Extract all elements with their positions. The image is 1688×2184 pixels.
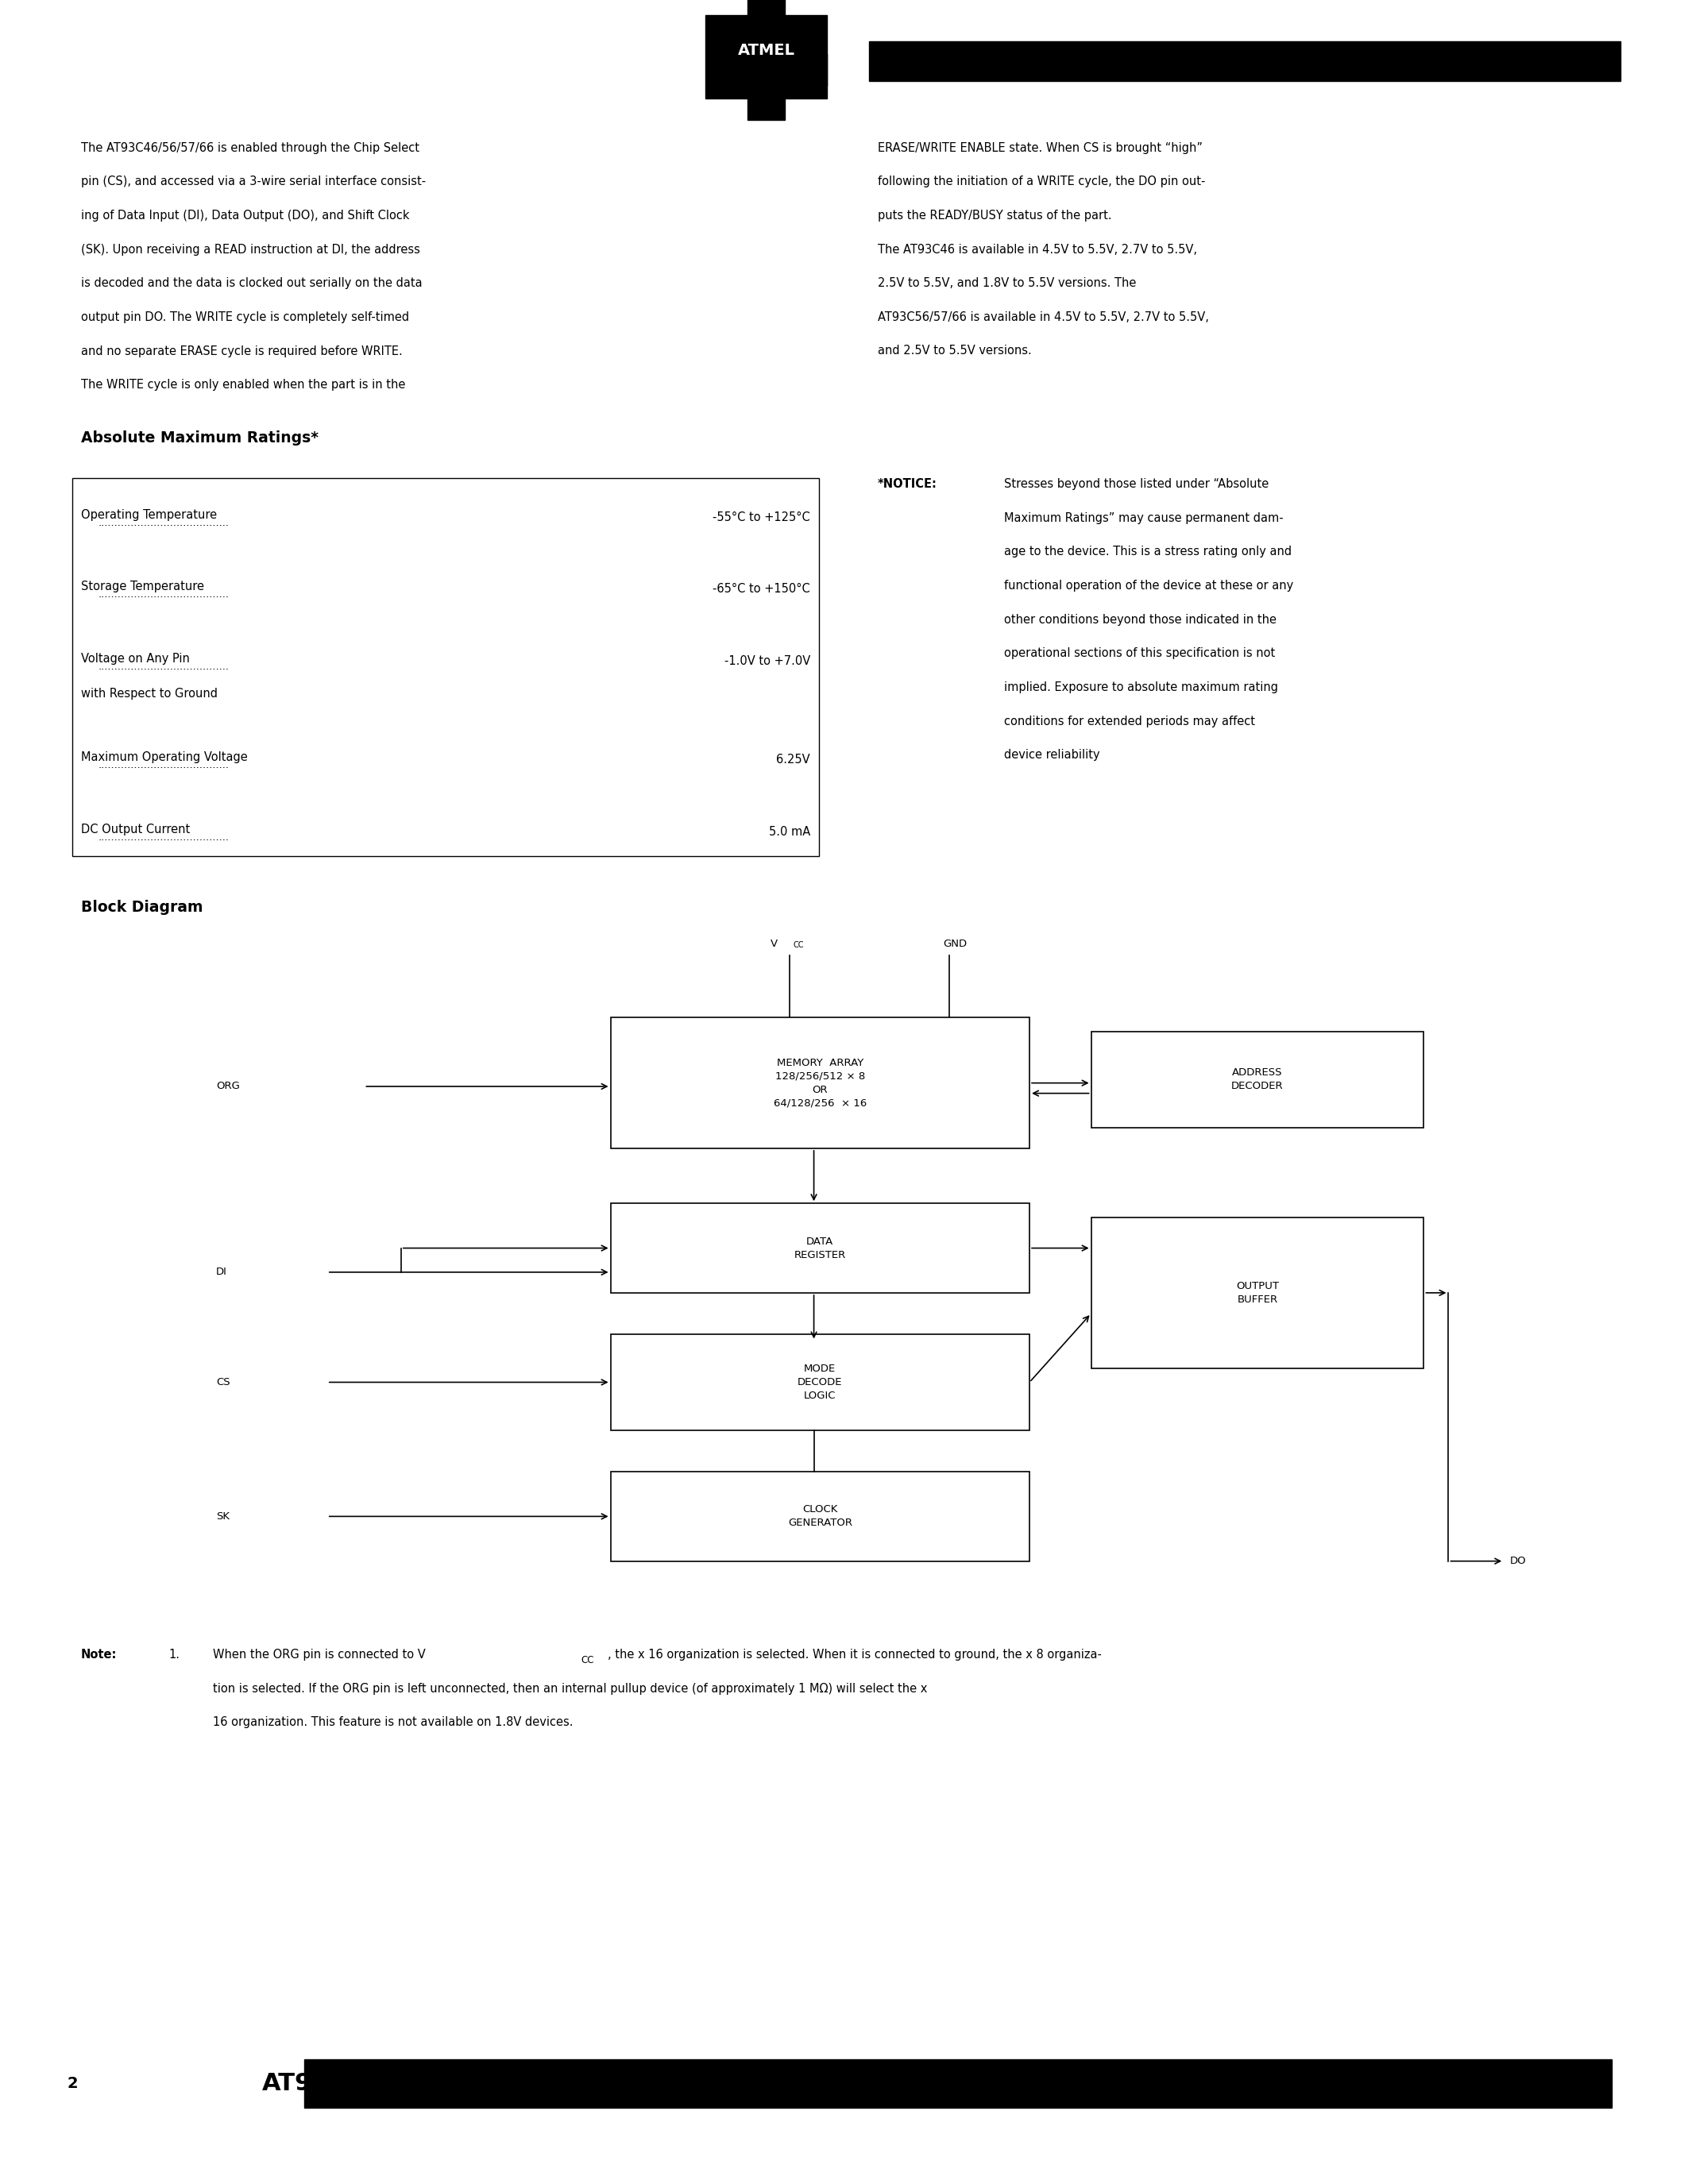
- Text: conditions for extended periods may affect: conditions for extended periods may affe…: [1004, 716, 1256, 727]
- Bar: [304, 2060, 1612, 2108]
- Text: ........................................: ........................................: [98, 832, 230, 843]
- Text: The AT93C46 is available in 4.5V to 5.5V, 2.7V to 5.5V,: The AT93C46 is available in 4.5V to 5.5V…: [878, 245, 1197, 256]
- Text: -55°C to +125°C: -55°C to +125°C: [712, 511, 810, 522]
- Text: AITMEL: AITMEL: [712, 57, 824, 83]
- Text: DATA
REGISTER: DATA REGISTER: [793, 1236, 846, 1260]
- Text: ADDRESS
DECODER: ADDRESS DECODER: [1232, 1068, 1283, 1092]
- Text: 16 organization. This feature is not available on 1.8V devices.: 16 organization. This feature is not ava…: [213, 1717, 572, 1728]
- Bar: [869, 41, 1620, 81]
- Text: 2: 2: [68, 2077, 78, 2090]
- Text: *NOTICE:: *NOTICE:: [878, 478, 937, 489]
- Text: AT93C56/57/66 is available in 4.5V to 5.5V, 2.7V to 5.5V,: AT93C56/57/66 is available in 4.5V to 5.…: [878, 312, 1209, 323]
- Bar: [611, 1203, 1030, 1293]
- Bar: [706, 15, 827, 98]
- Text: ATMEL: ATMEL: [738, 44, 795, 57]
- Text: functional operation of the device at these or any: functional operation of the device at th…: [1004, 579, 1293, 592]
- Text: -65°C to +150°C: -65°C to +150°C: [712, 583, 810, 594]
- Text: 6.25V: 6.25V: [776, 753, 810, 764]
- Text: ........................................: ........................................: [98, 662, 230, 673]
- Text: Note:: Note:: [81, 1649, 116, 1660]
- Text: DO: DO: [1511, 1555, 1526, 1566]
- Text: CC: CC: [793, 941, 803, 948]
- Text: ERASE/WRITE ENABLE state. When CS is brought “high”: ERASE/WRITE ENABLE state. When CS is bro…: [878, 142, 1202, 153]
- Text: OUTPUT
BUFFER: OUTPUT BUFFER: [1236, 1280, 1280, 1304]
- Bar: [748, 98, 785, 120]
- Bar: [73, 478, 819, 856]
- Text: pin (CS), and accessed via a 3-wire serial interface consist-: pin (CS), and accessed via a 3-wire seri…: [81, 175, 425, 188]
- Text: following the initiation of a WRITE cycle, the DO pin out-: following the initiation of a WRITE cycl…: [878, 175, 1205, 188]
- Text: device reliability: device reliability: [1004, 749, 1101, 760]
- Text: Voltage on Any Pin: Voltage on Any Pin: [81, 653, 189, 664]
- Text: ORG: ORG: [216, 1081, 240, 1092]
- Text: When the ORG pin is connected to V: When the ORG pin is connected to V: [213, 1649, 425, 1660]
- Text: tion is selected. If the ORG pin is left unconnected, then an internal pullup de: tion is selected. If the ORG pin is left…: [213, 1682, 927, 1695]
- Bar: [748, 0, 785, 15]
- Text: and 2.5V to 5.5V versions.: and 2.5V to 5.5V versions.: [878, 345, 1031, 356]
- Text: GND: GND: [944, 939, 967, 948]
- Text: Operating Temperature: Operating Temperature: [81, 509, 218, 520]
- Text: Maximum Operating Voltage: Maximum Operating Voltage: [81, 751, 248, 762]
- Text: CC: CC: [581, 1655, 594, 1666]
- Text: DI: DI: [216, 1267, 228, 1278]
- Text: ........................................: ........................................: [98, 760, 230, 771]
- Text: ........................................: ........................................: [98, 518, 230, 529]
- Text: 5.0 mA: 5.0 mA: [768, 826, 810, 836]
- Text: other conditions beyond those indicated in the: other conditions beyond those indicated …: [1004, 614, 1276, 625]
- Text: CS: CS: [216, 1378, 230, 1387]
- Bar: [1090, 1031, 1423, 1127]
- Text: AT93C46/56/57/66: AT93C46/56/57/66: [262, 2073, 508, 2094]
- Text: ........................................: ........................................: [98, 590, 230, 601]
- Text: Stresses beyond those listed under “Absolute: Stresses beyond those listed under “Abso…: [1004, 478, 1269, 489]
- Text: Block Diagram: Block Diagram: [81, 900, 203, 915]
- Text: The AT93C46/56/57/66 is enabled through the Chip Select: The AT93C46/56/57/66 is enabled through …: [81, 142, 419, 153]
- Text: operational sections of this specification is not: operational sections of this specificati…: [1004, 649, 1276, 660]
- Bar: [611, 1018, 1030, 1149]
- Text: The WRITE cycle is only enabled when the part is in the: The WRITE cycle is only enabled when the…: [81, 380, 405, 391]
- Text: MEMORY  ARRAY
128/256/512 × 8
OR
64/128/256  × 16: MEMORY ARRAY 128/256/512 × 8 OR 64/128/2…: [773, 1057, 866, 1109]
- Text: (SK). Upon receiving a READ instruction at DI, the address: (SK). Upon receiving a READ instruction …: [81, 245, 420, 256]
- Text: output pin DO. The WRITE cycle is completely self-timed: output pin DO. The WRITE cycle is comple…: [81, 312, 408, 323]
- Text: CLOCK
GENERATOR: CLOCK GENERATOR: [788, 1505, 852, 1529]
- Text: , the x 16 organization is selected. When it is connected to ground, the x 8 org: , the x 16 organization is selected. Whe…: [608, 1649, 1102, 1660]
- Text: and no separate ERASE cycle is required before WRITE.: and no separate ERASE cycle is required …: [81, 345, 402, 356]
- Text: SK: SK: [216, 1511, 230, 1522]
- Text: implied. Exposure to absolute maximum rating: implied. Exposure to absolute maximum ra…: [1004, 681, 1278, 692]
- Text: Maximum Ratings” may cause permanent dam-: Maximum Ratings” may cause permanent dam…: [1004, 513, 1283, 524]
- Text: is decoded and the data is clocked out serially on the data: is decoded and the data is clocked out s…: [81, 277, 422, 288]
- Text: with Respect to Ground: with Respect to Ground: [81, 688, 218, 699]
- Text: Storage Temperature: Storage Temperature: [81, 581, 204, 592]
- Text: -1.0V to +7.0V: -1.0V to +7.0V: [724, 655, 810, 666]
- Text: V: V: [771, 939, 778, 948]
- Text: age to the device. This is a stress rating only and: age to the device. This is a stress rati…: [1004, 546, 1291, 557]
- Text: 2.5V to 5.5V, and 1.8V to 5.5V versions. The: 2.5V to 5.5V, and 1.8V to 5.5V versions.…: [878, 277, 1136, 288]
- Text: 1.: 1.: [169, 1649, 181, 1660]
- Text: puts the READY/BUSY status of the part.: puts the READY/BUSY status of the part.: [878, 210, 1112, 221]
- Bar: [611, 1334, 1030, 1431]
- Text: Absolute Maximum Ratings*: Absolute Maximum Ratings*: [81, 430, 319, 446]
- Text: MODE
DECODE
LOGIC: MODE DECODE LOGIC: [798, 1363, 842, 1400]
- Bar: [1090, 1216, 1423, 1369]
- Text: DC Output Current: DC Output Current: [81, 823, 191, 834]
- Bar: [611, 1472, 1030, 1562]
- Text: ing of Data Input (DI), Data Output (DO), and Shift Clock: ing of Data Input (DI), Data Output (DO)…: [81, 210, 410, 221]
